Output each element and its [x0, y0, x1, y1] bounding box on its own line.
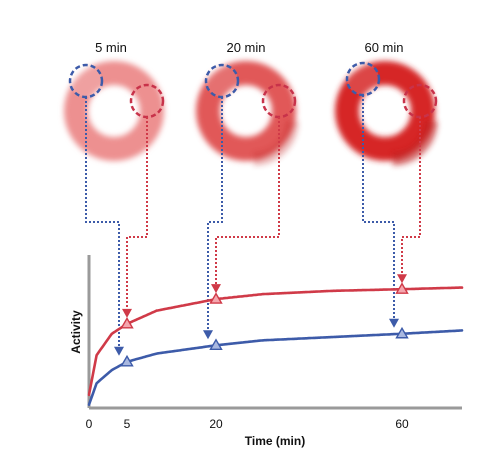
ring-shape: [196, 61, 296, 161]
ring-60-min: 60 min: [335, 40, 438, 166]
series-line-1: [87, 329, 464, 406]
x-tick-label-5: 5: [124, 417, 131, 431]
ring-hotspot: [209, 76, 299, 166]
data-point-marker: [120, 316, 134, 329]
blue-connector: [362, 95, 395, 320]
data-point-marker: [395, 282, 409, 294]
series-line-0: [87, 286, 464, 397]
connector-lines: [85, 95, 421, 356]
x-tick-label-60: 60: [395, 417, 409, 431]
red-arrowhead: [211, 284, 221, 294]
x-tick-label-0: 0: [86, 417, 93, 431]
x-tick-label-20: 20: [209, 417, 223, 431]
ring-shape: [64, 61, 164, 161]
data-point-marker: [120, 354, 134, 367]
ring-5-min: 5 min: [64, 40, 165, 161]
blue-arrowhead: [203, 330, 213, 340]
blue-connector: [85, 97, 120, 348]
series-layer: [87, 282, 464, 406]
data-point-marker: [395, 326, 409, 339]
blue-sample-circle: [204, 63, 240, 99]
plot-area: 0 5 20 60 Time (min) Activity: [69, 255, 464, 448]
blue-arrowhead: [114, 346, 124, 356]
series-0: [87, 282, 464, 397]
blue-sample-circle: [345, 61, 381, 97]
ring-label-5-min: 5 min: [95, 40, 127, 55]
blue-sample-circle: [68, 63, 104, 99]
ring-shape: [335, 61, 435, 161]
x-ticks: 0 5 20 60: [86, 417, 409, 431]
red-connector: [126, 117, 148, 310]
red-connector: [215, 117, 280, 286]
series-1: [87, 326, 464, 406]
blue-arrowhead: [389, 318, 399, 328]
data-point-marker: [209, 292, 223, 304]
ring-hotspot: [348, 76, 438, 166]
ring-panel: 5 min 20 min 60 min: [64, 40, 438, 166]
red-arrowhead: [397, 274, 407, 284]
red-connector: [401, 117, 421, 276]
ring-label-60-min: 60 min: [364, 40, 403, 55]
blue-connector: [207, 97, 223, 332]
ring-20-min: 20 min: [196, 40, 299, 166]
red-arrowhead: [122, 308, 132, 318]
ring-label-20-min: 20 min: [226, 40, 265, 55]
y-axis-title: Activity: [69, 310, 83, 354]
data-point-marker: [209, 338, 223, 350]
x-axis-title: Time (min): [245, 434, 305, 448]
